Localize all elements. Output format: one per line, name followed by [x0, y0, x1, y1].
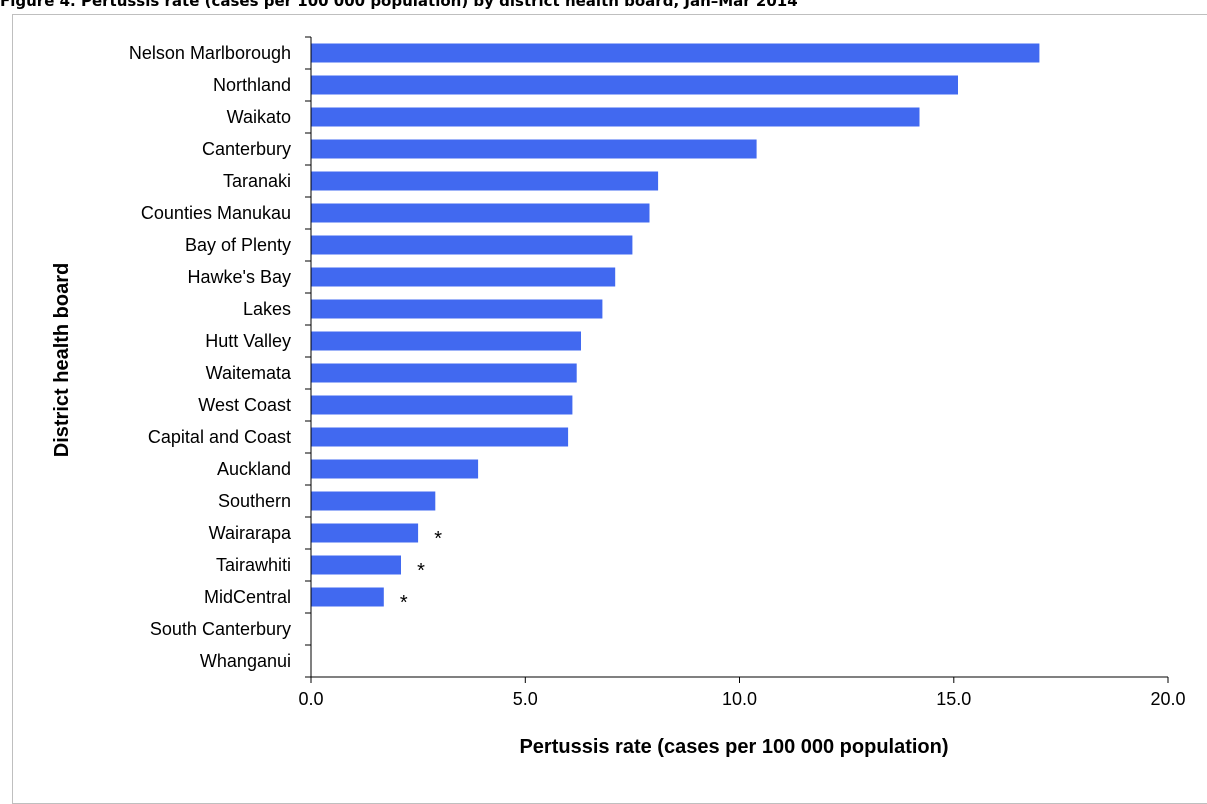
annotation-wairarapa: * — [434, 528, 442, 550]
category-label-northland: Northland — [213, 75, 291, 95]
category-label-canterbury: Canterbury — [202, 139, 291, 159]
x-tick-label: 15.0 — [936, 689, 971, 709]
bar-taranaki — [311, 171, 659, 191]
bar-capital-and-coast — [311, 427, 569, 447]
bar-southern — [311, 491, 436, 511]
bar-hutt-valley — [311, 331, 581, 351]
y-axis-title: District health board — [51, 263, 73, 457]
category-label-midcentral: MidCentral — [204, 587, 291, 607]
category-label-hutt-valley: Hutt Valley — [205, 331, 291, 351]
annotation-midcentral: * — [400, 592, 408, 614]
category-label-nelson-marlborough: Nelson Marlborough — [129, 43, 291, 63]
category-label-south-canterbury: South Canterbury — [150, 619, 291, 639]
axes-group — [305, 36, 1169, 683]
bar-wairarapa — [311, 523, 419, 543]
bar-tairawhiti — [311, 555, 401, 575]
category-label-bay-of-plenty: Bay of Plenty — [185, 235, 291, 255]
category-label-southern: Southern — [218, 491, 291, 511]
annotation-tairawhiti: * — [417, 560, 425, 582]
category-label-lakes: Lakes — [243, 299, 291, 319]
bar-waikato — [311, 107, 920, 127]
category-label-counties-manukau: Counties Manukau — [141, 203, 291, 223]
category-label-auckland: Auckland — [217, 459, 291, 479]
x-tick-label: 0.0 — [298, 689, 323, 709]
bar-auckland — [311, 459, 479, 479]
figure-title: Figure 4. Pertussis rate (cases per 100 … — [0, 0, 798, 10]
annotations-group: * * * — [400, 528, 442, 614]
category-label-taranaki: Taranaki — [223, 171, 291, 191]
bar-lakes — [311, 299, 603, 319]
x-tick-label: 20.0 — [1150, 689, 1185, 709]
bar-midcentral — [311, 587, 384, 607]
bar-hawke-s-bay — [311, 267, 616, 287]
bar-waitemata — [311, 363, 577, 383]
bars-group — [311, 43, 1040, 607]
x-tick-label: 5.0 — [513, 689, 538, 709]
category-label-west-coast: West Coast — [198, 395, 291, 415]
category-label-hawke-s-bay: Hawke's Bay — [188, 267, 291, 287]
bar-nelson-marlborough — [311, 43, 1040, 63]
bar-northland — [311, 75, 958, 95]
bar-west-coast — [311, 395, 573, 415]
category-label-waitemata: Waitemata — [206, 363, 292, 383]
bar-counties-manukau — [311, 203, 650, 223]
category-label-wairarapa: Wairarapa — [209, 523, 292, 543]
x-axis-title: Pertussis rate (cases per 100 000 popula… — [519, 736, 948, 758]
tick-labels-group: 0.0 5.0 10.0 15.0 20.0 — [298, 689, 1185, 709]
category-label-whanganui: Whanganui — [200, 651, 291, 671]
category-label-capital-and-coast: Capital and Coast — [148, 427, 291, 447]
category-labels-group: Nelson Marlborough Northland Waikato Canter… — [129, 43, 292, 671]
category-label-waikato: Waikato — [227, 107, 291, 127]
bar-canterbury — [311, 139, 757, 159]
category-label-tairawhiti: Tairawhiti — [216, 555, 291, 575]
x-tick-label: 10.0 — [722, 689, 757, 709]
bar-bay-of-plenty — [311, 235, 633, 255]
